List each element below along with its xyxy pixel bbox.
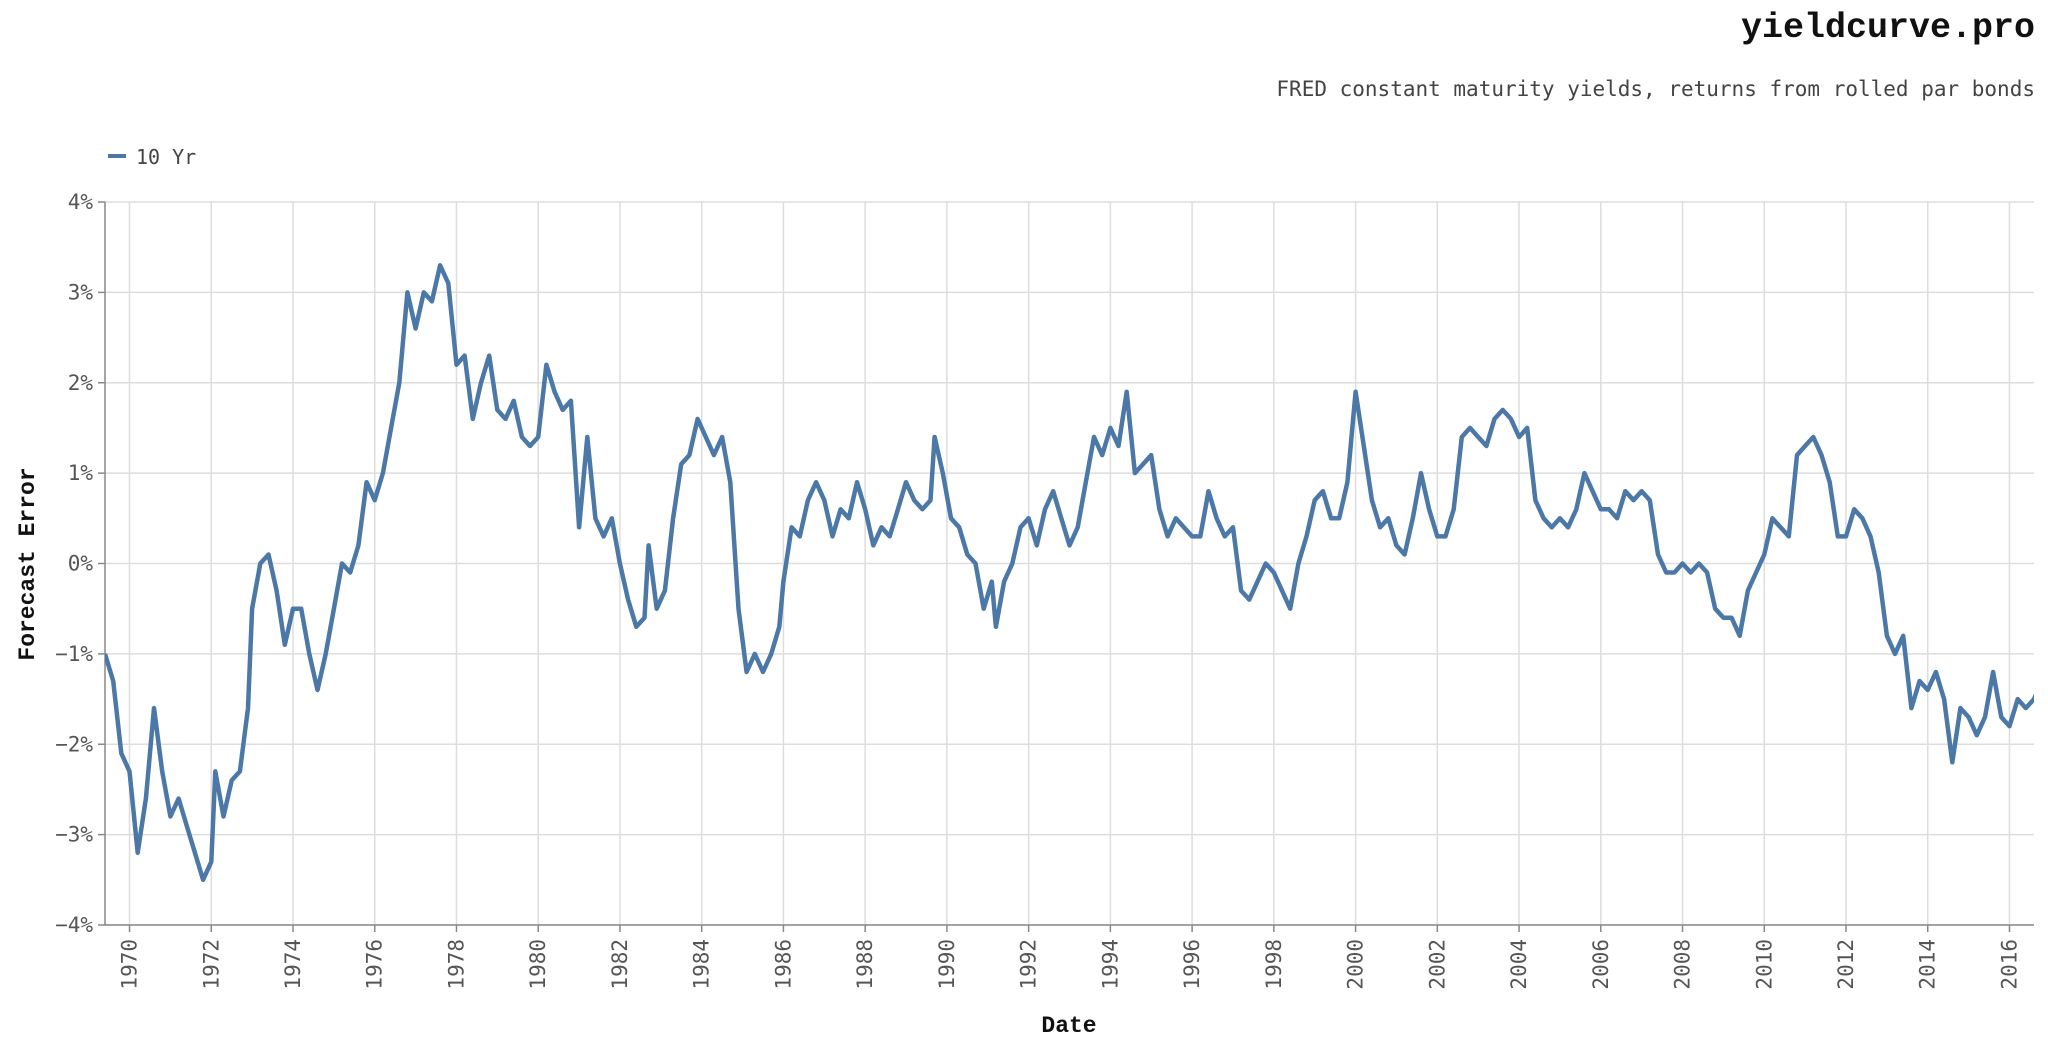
x-tick-label: 1978 [444, 939, 468, 990]
x-tick-label: 2002 [1425, 939, 1449, 990]
x-tick-label: 2006 [1589, 939, 1613, 990]
y-tick-label: −1% [55, 642, 93, 666]
series-line-10yr [105, 263, 2034, 883]
y-axis-title: Forecast Error [15, 467, 41, 660]
x-tick-label: 2004 [1507, 939, 1531, 990]
x-tick-label: 1988 [853, 939, 877, 990]
y-tick-label: −4% [55, 913, 93, 937]
y-tick-label: 2% [68, 371, 94, 395]
x-tick-label: 1994 [1098, 939, 1122, 990]
y-tick-label: 1% [68, 461, 94, 485]
x-tick-label: 2016 [1997, 939, 2021, 990]
y-tick-label: 4% [68, 190, 94, 214]
x-tick-label: 1992 [1017, 939, 1041, 990]
x-tick-label: 1986 [771, 939, 795, 990]
x-tick-label: 1982 [608, 939, 632, 990]
grid [105, 201, 2034, 926]
x-tick-label: 1972 [199, 939, 223, 990]
series-layer [105, 263, 2034, 883]
x-tick-label: 1996 [1180, 939, 1204, 990]
legend-label-10yr: 10 Yr [136, 145, 196, 169]
x-tick-label: 2008 [1671, 939, 1695, 990]
axes: 4% 3% 2% 1% 0% −1% −2% −3% −4% 1970 1972 1974 1976 19… [55, 190, 2034, 990]
x-tick-label: 1984 [690, 939, 714, 990]
y-tick-label: −3% [55, 823, 93, 847]
y-tick-label: 0% [68, 552, 94, 576]
x-axis-title: Date [1041, 1013, 1096, 1039]
x-tick-label: 1980 [526, 939, 550, 990]
x-tick-label: 1998 [1262, 939, 1286, 990]
x-tick-label: 2012 [1834, 939, 1858, 990]
site-brand: yieldcurve.pro [1740, 8, 2035, 48]
chart-subtitle: FRED constant maturity yields, returns f… [1276, 77, 2035, 101]
x-tick-label: 1974 [281, 939, 305, 990]
y-tick-label: −2% [55, 732, 93, 756]
y-tick-label: 3% [68, 280, 94, 304]
x-tick-label: 1976 [363, 939, 387, 990]
x-tick-label: 2000 [1344, 939, 1368, 990]
x-tick-label: 2010 [1752, 939, 1776, 990]
x-tick-label: 1990 [935, 939, 959, 990]
x-tick-label: 1970 [118, 939, 142, 990]
x-tick-label: 2014 [1916, 939, 1940, 990]
legend: 10 Yr [108, 145, 196, 169]
